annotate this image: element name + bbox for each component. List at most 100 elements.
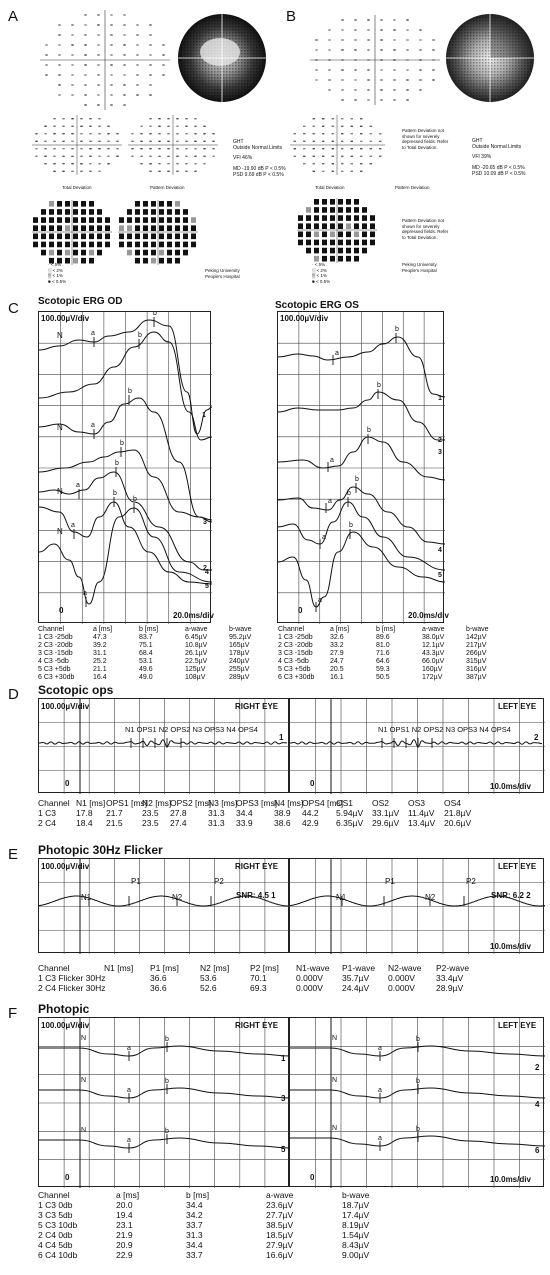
vf-point-icon — [354, 79, 357, 81]
table-header-cell: OPS3 [ms] — [236, 798, 278, 808]
vf-point-icon — [97, 84, 100, 86]
vf-point-icon — [44, 148, 47, 150]
vf-point-icon — [110, 64, 113, 66]
vf-point-icon — [380, 39, 383, 41]
table-cell: 22.5µV — [185, 658, 208, 665]
probability-square-icon — [73, 201, 78, 207]
erg-od-n-label: N — [57, 527, 63, 536]
vf-point-icon — [367, 89, 370, 91]
vf-point-icon — [360, 148, 363, 150]
probability-square-icon — [159, 233, 164, 240]
table-cell: 172µV — [422, 674, 443, 681]
probability-square-icon — [97, 249, 102, 256]
table-row: 6 C3 +30db 16.1 50.5 172µV 387µV — [278, 674, 506, 682]
table-cell: 13.4µV — [408, 818, 436, 828]
vf-point-icon — [80, 118, 83, 120]
table-cell: 108µV — [185, 674, 206, 681]
table-cell: 23.6µV — [266, 1200, 294, 1210]
flicker-n1-l: N1 — [336, 893, 347, 902]
vf-point-icon — [393, 39, 396, 41]
erg-od-trace — [39, 471, 212, 571]
vf-point-icon — [162, 54, 165, 56]
probability-square-icon — [57, 233, 62, 240]
table-cell: 17.4µV — [342, 1210, 370, 1220]
vf-point-icon — [107, 148, 110, 150]
probability-square-icon — [338, 247, 343, 254]
vf-point-icon — [303, 133, 306, 135]
probability-square-icon — [362, 223, 367, 229]
vf-point-icon — [149, 155, 152, 157]
vf-point-icon — [194, 140, 197, 142]
flicker-right-trace — [39, 895, 289, 907]
probability-square-icon — [314, 223, 319, 229]
vf-point-icon — [71, 170, 74, 172]
table-header-cell: OS1 — [336, 798, 354, 808]
probability-square-icon — [159, 217, 164, 223]
table-cell: 2 C4 — [38, 818, 56, 828]
probability-square-icon — [362, 207, 367, 213]
vf-point-icon — [149, 148, 152, 150]
vf-point-icon — [354, 89, 357, 91]
vf-point-icon — [123, 14, 126, 16]
vf-point-icon — [380, 89, 383, 91]
vf-point-icon — [322, 125, 325, 127]
erg-os-b-label: b — [355, 476, 359, 483]
vf-point-icon — [419, 69, 422, 71]
probability-square-icon — [127, 249, 132, 256]
vf-point-icon — [360, 163, 363, 165]
erg-od-b-label: b — [115, 460, 119, 467]
photopic-right-n-label: N — [81, 1077, 86, 1084]
pattern-deviation-label-a: Pattern Deviation — [150, 185, 185, 190]
table-cell: 68.4 — [139, 650, 153, 657]
probability-square-icon — [167, 217, 172, 223]
probability-square-icon — [306, 247, 311, 254]
vf-point-icon — [360, 133, 363, 135]
vf-point-icon — [84, 84, 87, 86]
table-cell: 178µV — [229, 650, 250, 657]
table-cell: 1 C3 Flicker 30Hz — [38, 973, 106, 983]
probability-square-icon — [322, 223, 327, 229]
table-cell: 9.00µV — [342, 1250, 370, 1260]
vf-point-icon — [331, 125, 334, 127]
vf-point-icon — [80, 163, 83, 165]
vf-point-icon — [341, 59, 344, 61]
probability-square-icon — [159, 225, 164, 231]
vf-point-icon — [89, 118, 92, 120]
probability-square-icon — [175, 257, 180, 264]
vf-point-icon — [140, 163, 143, 165]
table-row: 5 C3 +5db 20.5 59.3 160µV 316µV — [278, 666, 506, 674]
vf-point-icon — [350, 148, 353, 150]
table-cell: 160µV — [422, 666, 443, 673]
table-cell: 34.4 — [186, 1200, 203, 1210]
vf-point-icon — [80, 140, 83, 142]
table-cell: 52.6 — [200, 983, 217, 993]
vf-point-icon — [406, 19, 409, 21]
vf-point-icon — [136, 34, 139, 36]
vf-point-icon — [367, 69, 370, 71]
vf-point-icon — [380, 99, 383, 101]
probability-square-icon — [143, 257, 148, 264]
vf-point-icon — [110, 104, 113, 106]
vf-point-icon — [293, 148, 296, 150]
probability-square-icon — [183, 209, 188, 215]
panel-label-d: D — [8, 686, 19, 703]
probability-square-icon — [338, 199, 343, 205]
vf-point-icon — [194, 118, 197, 120]
probability-square-icon — [151, 257, 156, 264]
vf-point-icon — [53, 133, 56, 135]
probability-square-icon — [338, 207, 343, 213]
photopic-left-b-label: b — [416, 1126, 420, 1133]
vf-point-icon — [44, 125, 47, 127]
erg-od-trace — [39, 507, 212, 605]
vf-point-icon — [107, 133, 110, 135]
vf-point-icon — [379, 133, 382, 135]
vf-point-icon — [80, 170, 83, 172]
erg-os-trace — [278, 336, 445, 398]
probability-square-icon — [183, 217, 188, 223]
vf-point-icon — [84, 44, 87, 46]
vf-point-icon — [369, 163, 372, 165]
table-cell: 2 C3 -20db — [278, 642, 313, 649]
table-cell: 27.9µV — [266, 1240, 294, 1250]
vf-point-icon — [97, 104, 100, 106]
erg-os-trace-number: 4 — [438, 547, 442, 554]
